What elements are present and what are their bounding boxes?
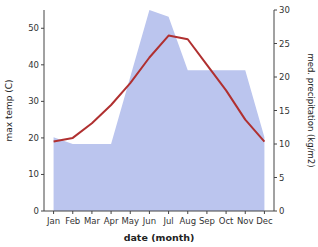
x-tick-label: Apr (104, 216, 119, 226)
x-tick-label: Dec (256, 216, 273, 226)
y-tick-label: 0 (34, 206, 39, 216)
axes: Jan Feb MarAprMayJun Jul AugSep OctNovDec 0 10 2… (28, 5, 290, 226)
y-tick-label: 30 (28, 96, 39, 106)
temperature-line (54, 36, 265, 142)
x-tick (264, 211, 265, 214)
y2-tick-label: 0 (279, 206, 284, 216)
x-tick (187, 211, 188, 214)
x-tick-label: Mar (84, 216, 101, 226)
y2-tick-label: 5 (279, 173, 284, 183)
y-tick (41, 174, 44, 175)
y-tick-label: 20 (28, 133, 39, 143)
y-tick (41, 211, 44, 212)
precipitation-area (54, 10, 265, 211)
y2-tick (274, 110, 277, 111)
x-tick (130, 211, 131, 214)
x-axis-title: date (month) (124, 232, 195, 243)
x-tick-label: Sep (199, 216, 215, 226)
y-tick (41, 28, 44, 29)
y-axis-title: max temp (C) (4, 79, 14, 141)
plot-area (54, 10, 265, 211)
y2-tick (274, 10, 277, 11)
y-axis-line (44, 10, 45, 211)
y-tick (41, 137, 44, 138)
y2-axis-title: med. precipitation (kg/m2) (306, 53, 316, 167)
x-tick (168, 211, 169, 214)
x-tick (72, 211, 73, 214)
y2-tick (274, 77, 277, 78)
y2-tick-label: 25 (279, 39, 290, 49)
x-tick-label: Jan (46, 216, 60, 226)
y-tick (41, 64, 44, 65)
y-tick (41, 101, 44, 102)
x-tick-label: Jul (162, 216, 173, 226)
x-tick-label: Feb (65, 216, 80, 226)
x-tick (226, 211, 227, 214)
y-tick-label: 10 (28, 169, 39, 179)
x-tick-label: May (121, 216, 139, 226)
y2-tick-label: 20 (279, 72, 290, 82)
x-tick-label: Oct (219, 216, 234, 226)
y2-tick-label: 30 (279, 5, 290, 15)
x-tick (245, 211, 246, 214)
x-tick (149, 211, 150, 214)
x-tick-label: Jun (142, 216, 156, 226)
x-tick (206, 211, 207, 214)
y-tick-label: 50 (28, 23, 39, 33)
y2-tick (274, 144, 277, 145)
x-tick (53, 211, 54, 214)
x-tick-label: Nov (237, 216, 254, 226)
y-tick-label: 40 (28, 60, 39, 70)
x-tick (91, 211, 92, 214)
y2-tick (274, 211, 277, 212)
y2-tick-label: 10 (279, 139, 290, 149)
y2-tick (274, 43, 277, 44)
x-tick (111, 211, 112, 214)
x-axis-line (44, 211, 274, 212)
y2-tick-label: 15 (279, 106, 290, 116)
chart: Jan Feb MarAprMayJun Jul AugSep OctNovDec 0 10 2… (0, 0, 318, 247)
x-tick-label: Aug (179, 216, 196, 226)
y2-tick (274, 177, 277, 178)
